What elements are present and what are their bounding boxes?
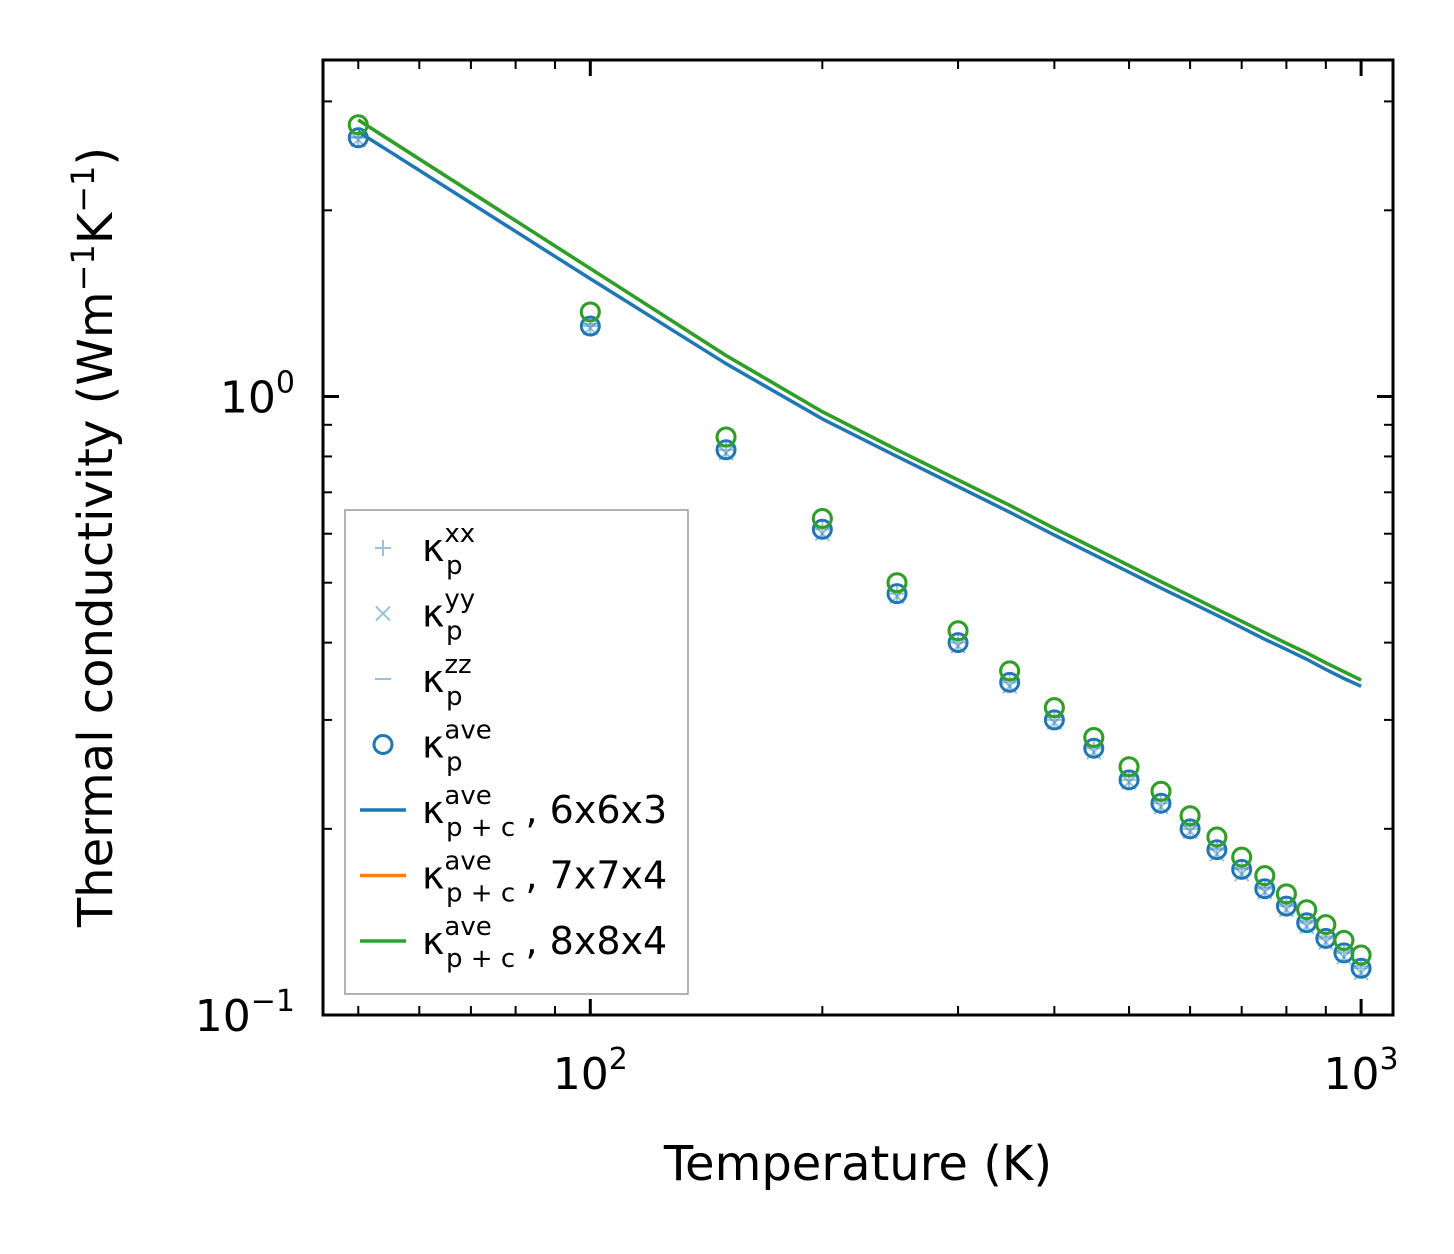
y-tick-label: 10−1 <box>195 984 295 1042</box>
point-kp_ave_8x8x4-600 <box>1179 805 1201 827</box>
series-kp_ave_8x8x4 <box>347 114 1372 966</box>
point-kp_ave_6x6x3-600 <box>1179 818 1201 840</box>
point-kp_xx-800 <box>1278 898 1295 915</box>
legend-entry-4: κave p + c, 6x6x3 <box>360 781 667 843</box>
point-kp_xx-200 <box>814 521 831 538</box>
point-kp_ave_8x8x4-300 <box>947 620 969 642</box>
point-kp_ave_8x8x4-250 <box>886 572 908 594</box>
point-kp_ave_6x6x3-450 <box>1083 737 1105 759</box>
series-line-kpc_ave_6x6x3 <box>357 130 1362 688</box>
point-kp_ave_8x8x4-450 <box>1083 726 1105 748</box>
point-kp_ave_8x8x4-800 <box>1275 883 1297 905</box>
series-kp_xx <box>350 129 1370 977</box>
point-kp_ave_8x8x4-1000 <box>1350 944 1372 966</box>
point-kp_ave_8x8x4-550 <box>1150 780 1172 802</box>
legend-box <box>344 509 689 995</box>
point-kp_xx-650 <box>1208 841 1225 858</box>
point-kp_xx-250 <box>889 585 906 602</box>
y-axis-title: Thermal conductivity (Wm−1K−1) <box>64 147 124 928</box>
point-kp_ave_8x8x4-150 <box>715 426 737 448</box>
legend-label: κxx p <box>422 519 475 581</box>
point-kp_ave_6x6x3-200 <box>811 518 833 540</box>
legend-label: κave p + c, 6x6x3 <box>422 781 667 843</box>
point-kp_xx-700 <box>1233 861 1250 878</box>
point-kp_ave_8x8x4-750 <box>1254 865 1276 887</box>
point-kp_ave_8x8x4-900 <box>1315 914 1337 936</box>
point-kp_ave_6x6x3-150 <box>715 439 737 461</box>
point-kp_ave_6x6x3-1000 <box>1350 957 1372 979</box>
y-axis-title-sup-1: −1 <box>64 244 102 291</box>
point-kp_xx-950 <box>1335 944 1352 961</box>
x-tick-label: 102 <box>553 1042 628 1100</box>
legend-entry-0: κxx p <box>375 519 475 581</box>
legend-marker-x <box>375 605 391 622</box>
point-kp_ave_8x8x4-50 <box>347 114 369 136</box>
point-kp_ave_8x8x4-650 <box>1206 826 1228 848</box>
point-kp_ave_6x6x3-750 <box>1254 878 1276 900</box>
point-kp_ave_6x6x3-800 <box>1275 895 1297 917</box>
point-kp_ave_6x6x3-50 <box>347 127 369 149</box>
point-kp_ave_8x8x4-200 <box>811 507 833 529</box>
point-kp_ave_6x6x3-350 <box>999 671 1021 693</box>
y-axis-title-main: Thermal conductivity (Wm <box>68 291 124 928</box>
legend-label: κave p + c, 8x8x4 <box>422 912 667 974</box>
point-kp_ave_8x8x4-500 <box>1118 756 1140 778</box>
point-kp_xx-400 <box>1046 711 1063 728</box>
point-kp_ave_6x6x3-250 <box>886 583 908 605</box>
legend-entry-2: κzz p <box>375 650 472 712</box>
legend-label: κzz p <box>422 650 472 712</box>
legend-marker-plus <box>375 540 391 556</box>
y-tick-label: 100 <box>220 366 295 424</box>
point-kp_ave_8x8x4-400 <box>1043 697 1065 719</box>
legend-label: κave p <box>422 716 492 778</box>
point-kp_xx-350 <box>1001 674 1018 691</box>
point-kp_xx-300 <box>950 634 967 651</box>
point-kp_ave_6x6x3-700 <box>1231 858 1253 880</box>
point-kp_ave_6x6x3-650 <box>1206 839 1228 861</box>
series-line-kpc_ave_8x8x4 <box>357 118 1362 682</box>
y-axis-title-sup-2: −1 <box>64 166 102 213</box>
legend-marker-circle <box>372 734 394 755</box>
series-lines <box>357 118 1362 688</box>
point-kp_ave_8x8x4-850 <box>1296 899 1318 921</box>
point-kp_xx-550 <box>1152 795 1169 812</box>
y-axis-title-close: ) <box>68 147 124 166</box>
point-kp_ave_8x8x4-700 <box>1231 846 1253 868</box>
legend-entry-3: κave p <box>372 716 492 778</box>
point-kp_ave_8x8x4-350 <box>999 660 1021 682</box>
legend-entry-6: κave p + c, 8x8x4 <box>360 912 667 974</box>
point-kp_ave_6x6x3-100 <box>579 315 601 337</box>
point-kp_ave_6x6x3-500 <box>1118 769 1140 791</box>
series-kp_ave_6x6x3 <box>347 127 1372 979</box>
x-tick-label: 103 <box>1324 1042 1399 1100</box>
x-axis-title: Temperature (K) <box>663 1136 1052 1192</box>
point-kp_xx-150 <box>718 441 735 458</box>
point-kp_xx-450 <box>1085 740 1102 757</box>
legend-entry-5: κave p + c, 7x7x4 <box>360 847 667 909</box>
point-kp_ave_8x8x4-100 <box>579 301 601 323</box>
tick-labels: 102 103 100 10−1 <box>195 366 1399 1100</box>
legend-label: κave p + c, 7x7x4 <box>422 847 667 909</box>
plot-frame <box>321 58 1395 1017</box>
series-points <box>347 114 1372 981</box>
y-axis-title-unit-k: K <box>68 211 124 244</box>
point-kp_ave_6x6x3-300 <box>947 632 969 654</box>
point-kp_ave_8x8x4-950 <box>1333 929 1355 951</box>
point-kp_ave_6x6x3-400 <box>1043 709 1065 731</box>
legend-entry-1: κyy p <box>375 585 475 647</box>
axis-ticks <box>323 60 1393 1017</box>
legend-label: κyy p <box>422 585 475 647</box>
point-kp_ave_6x6x3-550 <box>1150 792 1172 814</box>
